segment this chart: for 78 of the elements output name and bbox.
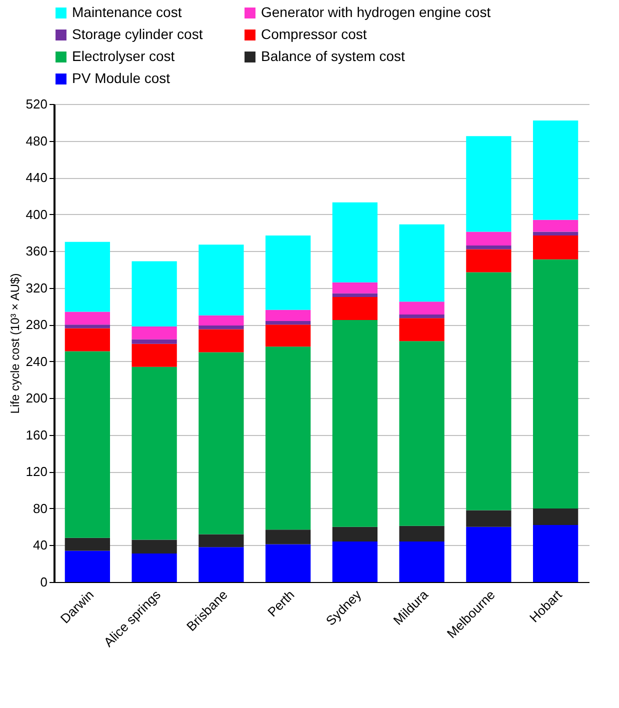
bar <box>466 272 512 510</box>
bar <box>265 530 311 544</box>
bar <box>466 249 512 272</box>
bar <box>64 351 110 538</box>
y-tick-label: 320 <box>26 280 48 296</box>
y-tick-label: 240 <box>26 354 48 369</box>
bar <box>64 312 110 325</box>
bar <box>532 235 578 260</box>
bar <box>332 320 378 527</box>
y-tick-label: 80 <box>33 500 48 516</box>
bar <box>198 244 244 316</box>
bar <box>399 318 444 342</box>
bar <box>64 538 110 551</box>
bar <box>532 120 578 220</box>
bar <box>265 320 311 325</box>
legend-label: PV Module cost <box>72 70 170 86</box>
bar <box>399 314 444 318</box>
bar <box>132 366 177 540</box>
bar <box>132 554 177 582</box>
bar <box>64 328 110 352</box>
bar <box>466 136 512 232</box>
bar <box>132 540 177 554</box>
bar <box>64 550 110 582</box>
bar <box>332 297 378 320</box>
legend-label: Compressor cost <box>261 26 367 42</box>
bar <box>198 352 244 534</box>
bar <box>198 534 244 548</box>
bar <box>532 525 578 582</box>
y-tick-label: 200 <box>26 390 48 406</box>
y-tick-label: 360 <box>26 244 48 259</box>
bar <box>332 526 378 542</box>
bar <box>132 344 177 367</box>
bar <box>532 232 578 236</box>
bar <box>399 542 444 582</box>
bar <box>265 544 311 582</box>
bar <box>532 259 578 508</box>
bar <box>332 202 378 282</box>
bar <box>466 232 512 246</box>
bar <box>332 293 378 298</box>
legend-label: Maintenance cost <box>72 4 182 20</box>
y-tick-label: 480 <box>26 133 48 148</box>
legend-label: Generator with hydrogen engine cost <box>261 4 491 20</box>
y-axis-title: Life cycle cost (10³ × AU$) <box>8 273 22 414</box>
y-tick-label: 280 <box>26 317 48 332</box>
bar <box>198 329 244 352</box>
bar <box>399 526 444 542</box>
bar <box>399 341 444 526</box>
legend-label: Electrolyser cost <box>72 48 175 64</box>
y-tick-label: 520 <box>26 96 48 112</box>
bar <box>198 315 244 326</box>
y-tick-label: 400 <box>26 206 48 222</box>
legend-label: Storage cylinder cost <box>72 26 203 42</box>
bar <box>265 346 311 530</box>
y-tick-label: 440 <box>26 170 48 186</box>
bar <box>132 326 177 340</box>
bar <box>265 310 311 321</box>
bar <box>132 339 177 344</box>
bar <box>532 220 578 232</box>
bar <box>332 282 378 294</box>
bar <box>198 326 244 330</box>
bar <box>132 261 177 326</box>
bar <box>399 302 444 315</box>
y-tick-label: 120 <box>26 464 48 480</box>
bar <box>466 246 512 250</box>
bar <box>332 542 378 582</box>
bar <box>532 508 578 526</box>
bar <box>265 324 311 347</box>
bar <box>64 242 110 312</box>
y-tick-label: 160 <box>26 427 48 442</box>
y-tick-label: 0 <box>40 574 48 590</box>
bar <box>64 324 110 328</box>
bar <box>466 510 512 527</box>
y-tick-label: 40 <box>33 538 48 553</box>
bar <box>466 526 512 582</box>
bar <box>265 235 311 310</box>
bar <box>198 547 244 582</box>
legend-label: Balance of system cost <box>261 48 406 64</box>
bar <box>399 224 444 302</box>
